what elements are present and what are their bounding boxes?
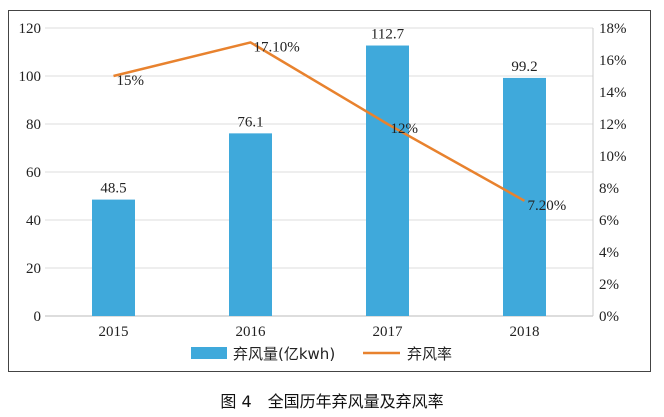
left-axis-tick: 80 [26, 117, 41, 133]
left-axis-tick: 40 [26, 213, 41, 229]
bar-data-label: 112.7 [371, 27, 405, 43]
right-axis-tick: 2% [599, 277, 619, 293]
left-axis-tick: 100 [19, 69, 42, 85]
right-axis-tick: 8% [599, 181, 619, 197]
right-axis-tick: 6% [599, 213, 619, 229]
bar-data-label: 76.1 [237, 114, 263, 130]
x-axis-tick: 2018 [510, 324, 540, 340]
legend-bar-label: 弃风量(亿kwh) [233, 345, 335, 363]
chart-frame [8, 10, 651, 372]
right-axis-tick: 0% [599, 309, 619, 325]
bar-2018 [503, 77, 546, 316]
right-axis-tick: 14% [599, 85, 627, 101]
line-data-label: 15% [117, 73, 145, 89]
left-axis-tick: 0 [34, 309, 42, 325]
right-axis-tick: 16% [599, 53, 627, 69]
bar-data-label: 48.5 [100, 181, 126, 197]
line-data-label: 7.20% [528, 198, 567, 214]
bar-2017 [366, 45, 409, 317]
x-axis-tick: 2016 [236, 324, 267, 340]
legend-bar-swatch [191, 347, 227, 359]
left-axis-tick: 20 [26, 261, 41, 277]
x-axis-tick: 2015 [99, 324, 129, 340]
left-axis-tick: 60 [26, 165, 41, 181]
legend-line-label: 弃风率 [407, 345, 452, 363]
bar-2016 [229, 133, 272, 316]
right-axis-tick: 18% [599, 21, 627, 37]
bar-data-label: 99.2 [511, 59, 537, 75]
chart: 0 20 40 60 80 100 120 0% 2% 4% 6% 8% 10% 12% 14% 16% 18%… [19, 21, 627, 363]
line-data-label: 12% [391, 121, 419, 137]
line-data-label: 17.10% [254, 39, 300, 55]
right-axis-tick: 10% [599, 149, 627, 165]
left-axis-tick: 120 [19, 21, 42, 37]
rate-line [113, 41, 526, 202]
right-axis-tick: 4% [599, 245, 619, 261]
chart-caption: 图 4 全国历年弃风量及弃风率 [220, 392, 444, 411]
x-axis-tick: 2017 [373, 324, 404, 340]
bar-2015 [92, 199, 135, 316]
right-axis-tick: 12% [599, 117, 627, 133]
